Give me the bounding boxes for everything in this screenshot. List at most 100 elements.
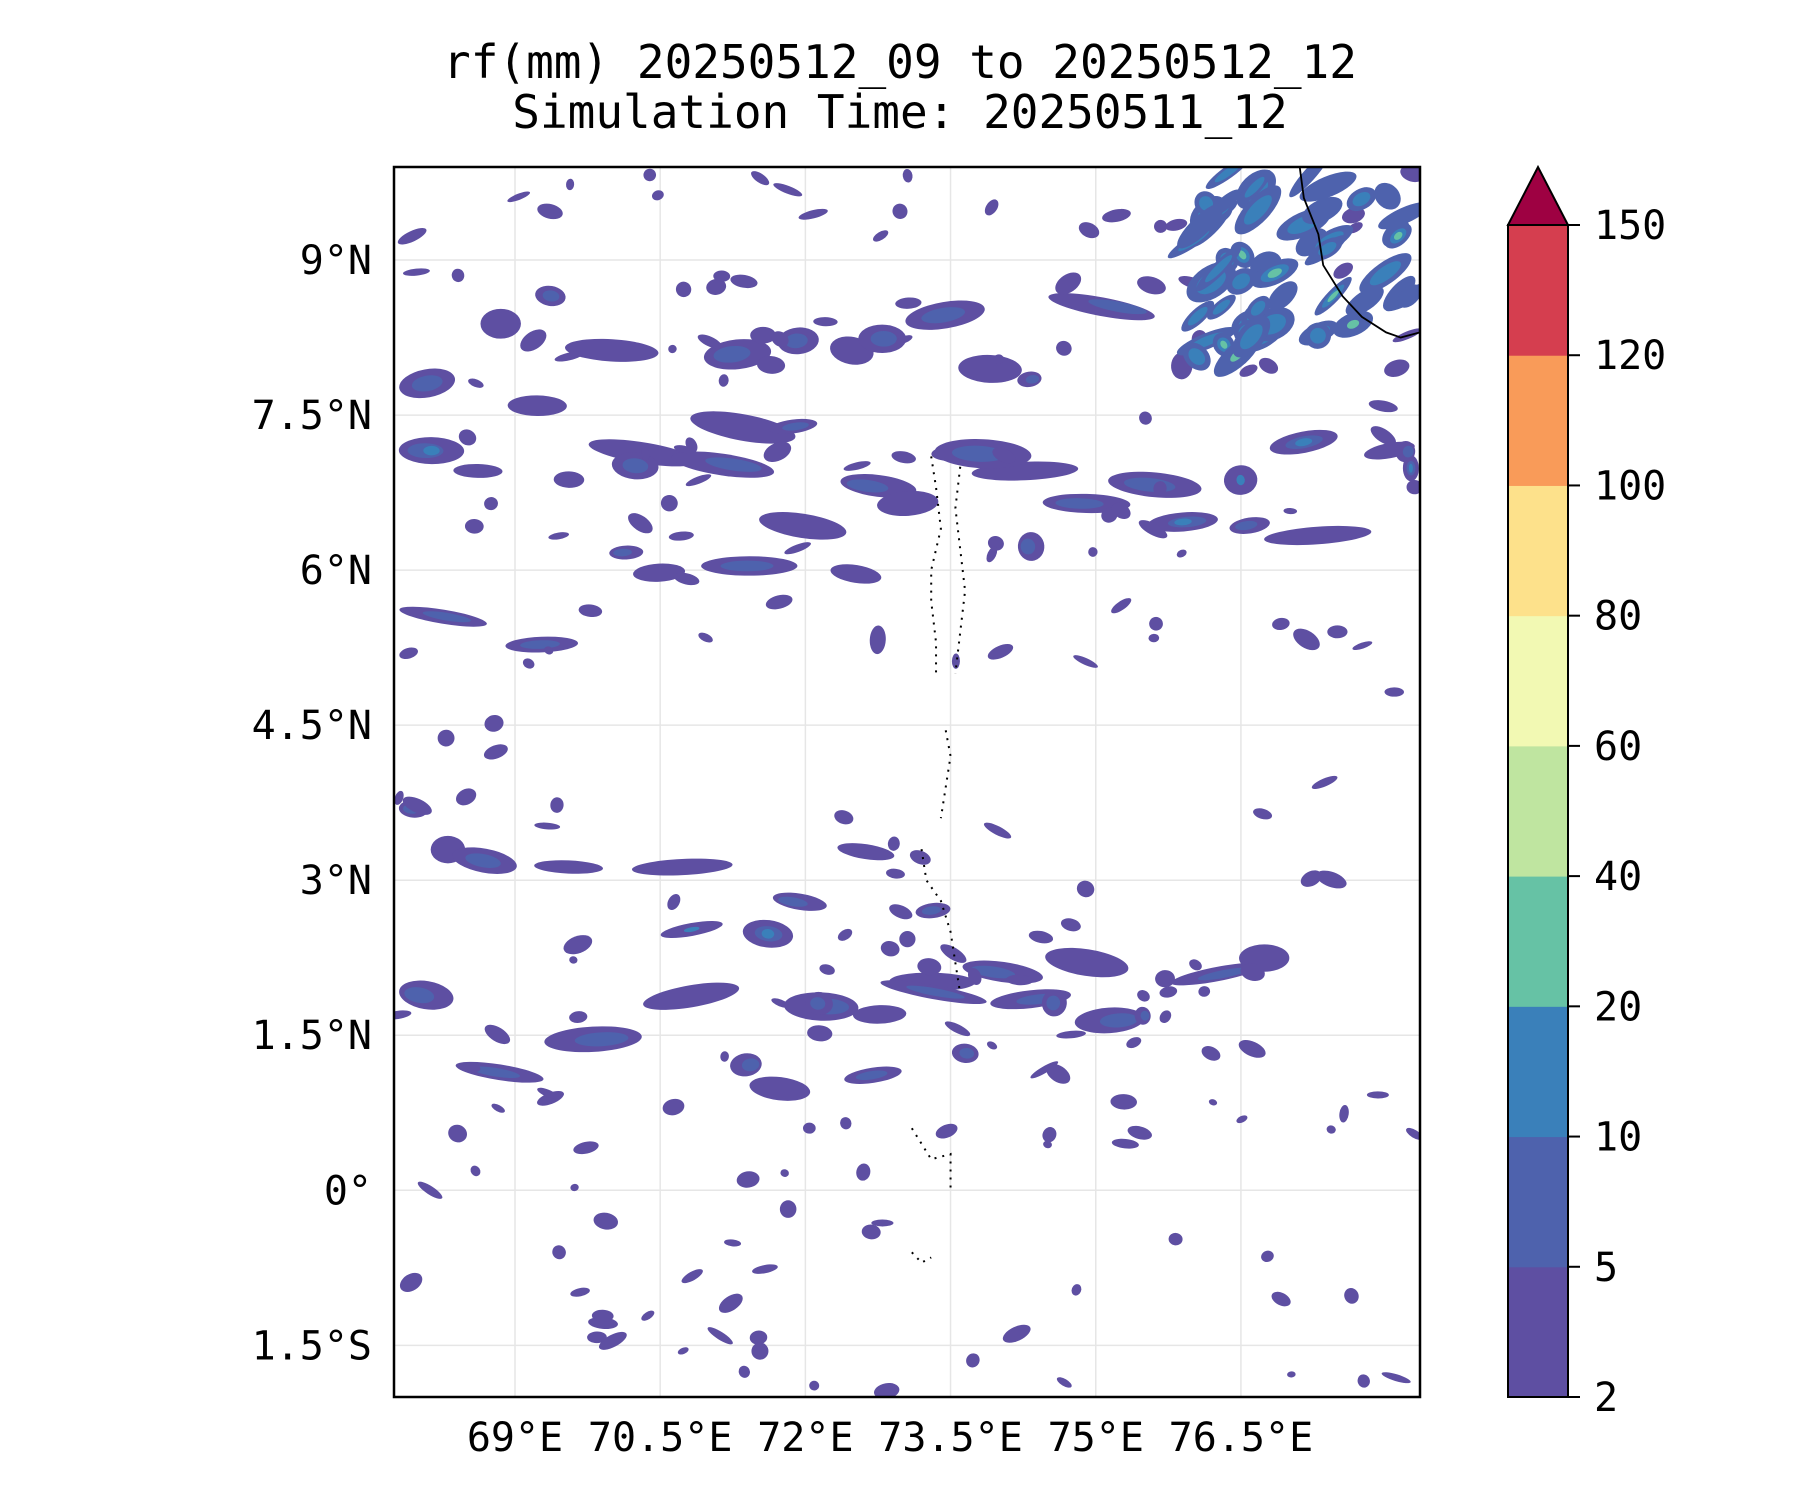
rain-cell: [873, 230, 889, 242]
rain-cell: [940, 944, 967, 963]
rain-cell: [871, 1219, 894, 1227]
rain-cell: [1102, 208, 1131, 223]
rain-cell: [1111, 598, 1132, 614]
rain-cell: [1214, 167, 1242, 183]
rain-cell: [750, 326, 776, 344]
rain-cell: [1327, 290, 1339, 302]
rain-cell: [902, 169, 913, 183]
rain-cell: [1137, 990, 1150, 1002]
rain-cell: [1111, 502, 1131, 519]
rain-cell: [643, 982, 740, 1010]
rain-cell: [1287, 1371, 1296, 1378]
rain-cell: [785, 333, 808, 349]
rain-cell: [1271, 1291, 1291, 1307]
chart-title-line-1: rf(mm) 20250512_09 to 20250512_12: [443, 35, 1357, 89]
rain-cell: [1327, 625, 1348, 639]
rain-cell: [1025, 375, 1040, 384]
rain-cell: [423, 445, 440, 456]
rain-cell: [1402, 445, 1414, 458]
rain-cell: [578, 604, 603, 618]
colorbar-tick-label: 60: [1594, 724, 1642, 770]
x-tick-label: 72°E: [757, 1415, 853, 1461]
rain-cell: [569, 956, 578, 964]
rain-cell: [951, 445, 1006, 462]
rain-cell: [1149, 616, 1163, 631]
rain-cell: [1212, 299, 1231, 315]
rain-cell: [1326, 1125, 1336, 1134]
rain-cell: [813, 317, 838, 327]
rain-cell: [771, 331, 789, 347]
rain-cell: [1316, 870, 1347, 889]
rain-cell: [404, 987, 435, 1004]
rain-cell: [951, 653, 960, 669]
rain-cell: [1240, 963, 1265, 982]
chart-title-line-2: Simulation Time: 20250511_12: [512, 85, 1288, 139]
rain-cell: [1318, 241, 1337, 256]
rain-cell: [1042, 1127, 1057, 1143]
colorbar-tick-label: 80: [1594, 594, 1642, 640]
rain-cell: [987, 643, 1014, 660]
rain-cell: [1099, 1013, 1138, 1028]
rain-cell: [507, 395, 567, 417]
rain-cell: [1028, 930, 1054, 944]
rain-cell: [809, 1380, 820, 1391]
rain-cell: [675, 281, 692, 298]
rain-cell: [707, 1327, 733, 1345]
rain-cell: [1244, 176, 1265, 198]
rain-cell: [451, 268, 465, 283]
rain-cell: [1055, 272, 1082, 295]
rain-cell: [1366, 1091, 1389, 1099]
rain-cell: [402, 796, 432, 815]
rain-cell: [751, 1342, 769, 1360]
rain-cell: [877, 490, 939, 517]
rain-cell: [1155, 970, 1175, 988]
rain-cell: [1344, 1287, 1359, 1304]
rain-cell: [1300, 870, 1322, 887]
rain-cell: [1293, 628, 1320, 651]
rain-cell: [633, 563, 686, 582]
rain-cell: [1253, 808, 1273, 820]
rain-cell: [565, 338, 659, 362]
rain-cell: [484, 1024, 511, 1045]
rain-cell: [986, 546, 998, 563]
rain-cell: [1168, 1232, 1183, 1246]
rain-cell: [677, 1347, 689, 1355]
rain-cell: [1154, 219, 1168, 233]
rain-cell: [458, 429, 477, 446]
rain-cell: [1236, 474, 1245, 486]
rain-cell: [1139, 411, 1152, 425]
y-tick-label: 6°N: [300, 548, 372, 594]
rain-cell: [631, 858, 733, 876]
rain-cell: [484, 497, 498, 511]
rain-cell: [1370, 426, 1396, 446]
rain-cell: [548, 532, 570, 540]
rain-cell: [566, 178, 575, 191]
rain-cell: [613, 548, 632, 557]
rain-cell: [780, 1169, 789, 1177]
rain-cell: [1002, 1324, 1031, 1343]
longitude-ticks: 69°E 70.5°E 72°E 73.5°E 75°E 76.5°E: [467, 1415, 1313, 1461]
rain-cell: [810, 997, 826, 1010]
rain-cell: [807, 1025, 833, 1042]
rain-cell: [846, 479, 889, 493]
rain-cell: [1235, 520, 1258, 531]
rain-cell: [741, 1058, 760, 1072]
rain-cell: [1078, 222, 1100, 239]
rain-cell: [880, 940, 900, 957]
rain-cell: [1384, 687, 1405, 697]
rain-cell: [749, 1076, 811, 1101]
rain-cell: [1310, 327, 1326, 344]
rain-cell: [992, 447, 1016, 464]
rain-cell: [944, 1021, 971, 1037]
rain-cell: [1189, 959, 1202, 971]
rain-cell: [1110, 1094, 1137, 1110]
colorbar-tick-label: 20: [1594, 984, 1642, 1030]
rain-cell: [730, 274, 758, 289]
y-tick-label: 7.5°N: [252, 393, 372, 439]
rain-cell: [1046, 995, 1061, 1011]
rain-cell: [1220, 340, 1228, 349]
rain-cell: [681, 1269, 703, 1284]
rain-cell: [1056, 1377, 1072, 1388]
rain-cell: [673, 572, 700, 586]
